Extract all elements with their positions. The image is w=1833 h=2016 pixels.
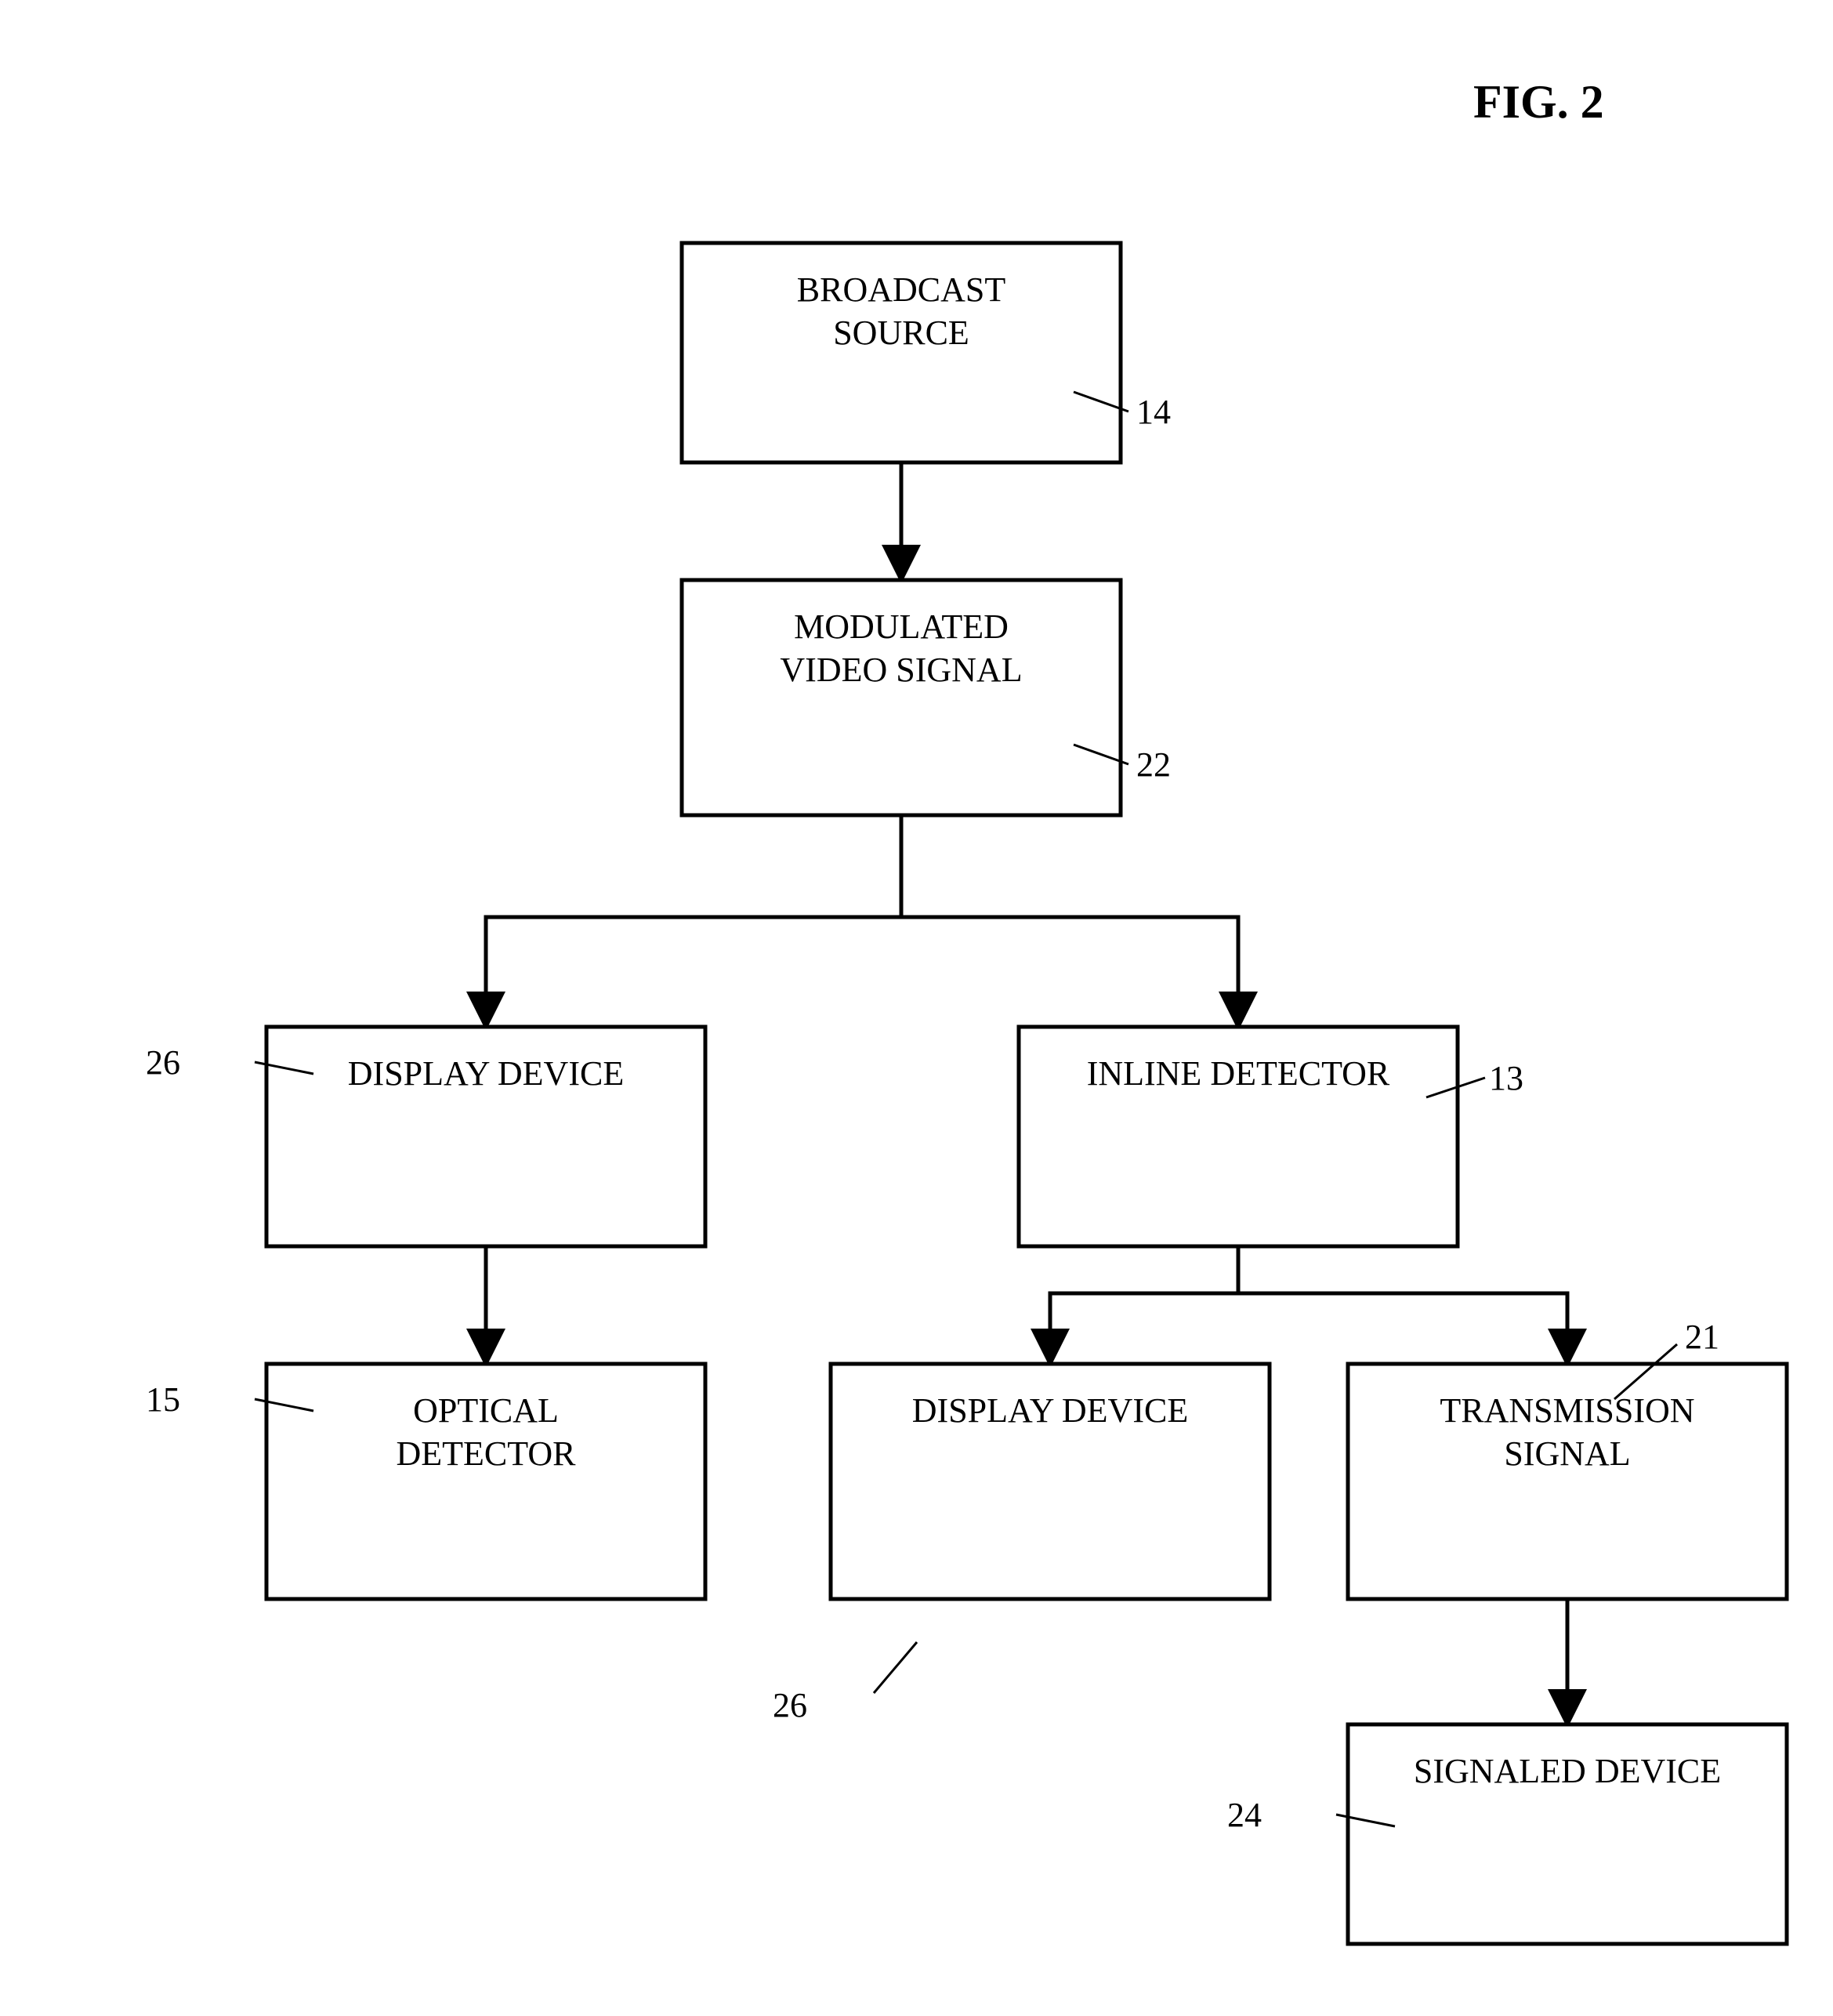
reference-number: 26 bbox=[773, 1686, 807, 1724]
node-label: BROADCAST bbox=[797, 270, 1006, 309]
node-label: SIGNALED DEVICE bbox=[1414, 1752, 1721, 1790]
node-label: DISPLAY DEVICE bbox=[912, 1391, 1188, 1430]
reference-number: 26 bbox=[146, 1043, 180, 1082]
reference-number: 15 bbox=[146, 1380, 180, 1419]
node-inline: INLINE DETECTOR 13 bbox=[1019, 1027, 1523, 1246]
node-modulated: MODULATED VIDEO SIGNAL 22 bbox=[682, 580, 1171, 815]
node-label: TRANSMISSION bbox=[1440, 1391, 1694, 1430]
node-label: DISPLAY DEVICE bbox=[348, 1054, 624, 1093]
node-broadcast: BROADCAST SOURCE 14 bbox=[682, 243, 1171, 462]
node-label: INLINE DETECTOR bbox=[1087, 1054, 1390, 1093]
node-label: SOURCE bbox=[833, 314, 969, 352]
reference-number: 21 bbox=[1685, 1318, 1719, 1356]
reference-number: 13 bbox=[1489, 1059, 1523, 1097]
node-label: SIGNAL bbox=[1504, 1434, 1630, 1473]
node-label: MODULATED bbox=[794, 607, 1009, 646]
node-label: DETECTOR bbox=[397, 1434, 577, 1473]
reference-number: 14 bbox=[1136, 393, 1171, 431]
node-label: VIDEO SIGNAL bbox=[780, 651, 1022, 689]
reference-number: 22 bbox=[1136, 745, 1171, 784]
figure-title: FIG. 2 bbox=[1473, 76, 1604, 128]
reference-number: 24 bbox=[1227, 1796, 1262, 1834]
node-label: OPTICAL bbox=[413, 1391, 559, 1430]
flowchart-canvas: FIG. 2 BROADCAST SOURCE 14 MODULATED VIDEO SI… bbox=[0, 0, 1833, 2016]
